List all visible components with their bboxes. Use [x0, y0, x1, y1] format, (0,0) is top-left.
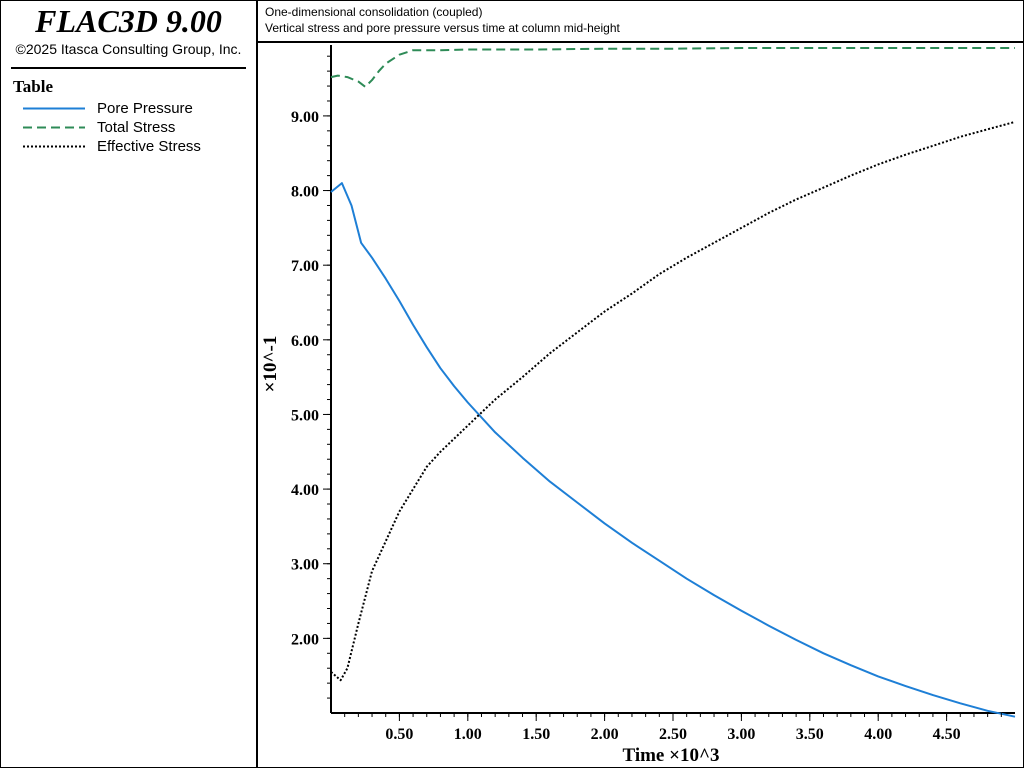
y-axis-title: ×10^-1: [260, 336, 281, 393]
x-tick-label: 1.50: [522, 726, 550, 743]
divider: [11, 67, 246, 69]
series-line-pore-pressure: [330, 182, 1016, 718]
y-tick-label: 4.00: [291, 482, 319, 499]
y-tick-label: 9.00: [291, 109, 319, 126]
legend-label: Total Stress: [97, 119, 176, 136]
plot-subtitle: Vertical stress and pore pressure versus…: [265, 21, 620, 35]
legend-label: Pore Pressure: [97, 100, 193, 117]
copyright-text: ©2025 Itasca Consulting Group, Inc.: [15, 41, 242, 57]
x-tick-label: 4.50: [933, 726, 961, 743]
y-tick-label: 5.00: [291, 407, 319, 424]
x-tick-label: 3.50: [796, 726, 824, 743]
x-tick-label: 0.50: [385, 726, 413, 743]
series-line-total-stress: [330, 47, 1015, 88]
x-tick-label: 2.50: [659, 726, 687, 743]
y-tick-label: 8.00: [291, 184, 319, 201]
chart-axes: [330, 45, 1015, 714]
app-title: FLAC3D 9.00: [35, 3, 222, 39]
chart-plot: 0.50 1.00 1.50 2.00 2.50 3.00 3.50 4.00 4.50 2.00…: [260, 45, 1016, 766]
y-tick-label: 2.00: [291, 631, 319, 648]
x-tick-label: 1.00: [454, 726, 482, 743]
plot-header: One-dimensional consolidation (coupled) …: [258, 1, 1023, 43]
plot-title: One-dimensional consolidation (coupled): [265, 5, 483, 19]
chart-series: [330, 47, 1016, 718]
series-line-effective-stress: [330, 120, 1016, 682]
y-tick-label: 3.00: [291, 557, 319, 574]
x-tick-label: 4.00: [864, 726, 892, 743]
x-tick-label: 2.00: [591, 726, 619, 743]
legend-swatch-effective-stress: [23, 145, 85, 148]
chart-ticks: 0.50 1.00 1.50 2.00 2.50 3.00 3.50 4.00 4.50 2.00…: [291, 55, 1002, 743]
legend-panel: FLAC3D 9.00 ©2025 Itasca Consulting Grou…: [1, 1, 258, 767]
legend-heading: Table: [13, 77, 54, 96]
legend-swatch-pore-pressure: [23, 107, 85, 110]
x-tick-label: 3.00: [727, 726, 755, 743]
x-axis-title: Time ×10^3: [623, 745, 720, 766]
y-tick-label: 7.00: [291, 258, 319, 275]
legend-swatch-total-stress: [23, 126, 85, 129]
y-tick-label: 6.00: [291, 333, 319, 350]
legend-label: Effective Stress: [97, 138, 201, 155]
